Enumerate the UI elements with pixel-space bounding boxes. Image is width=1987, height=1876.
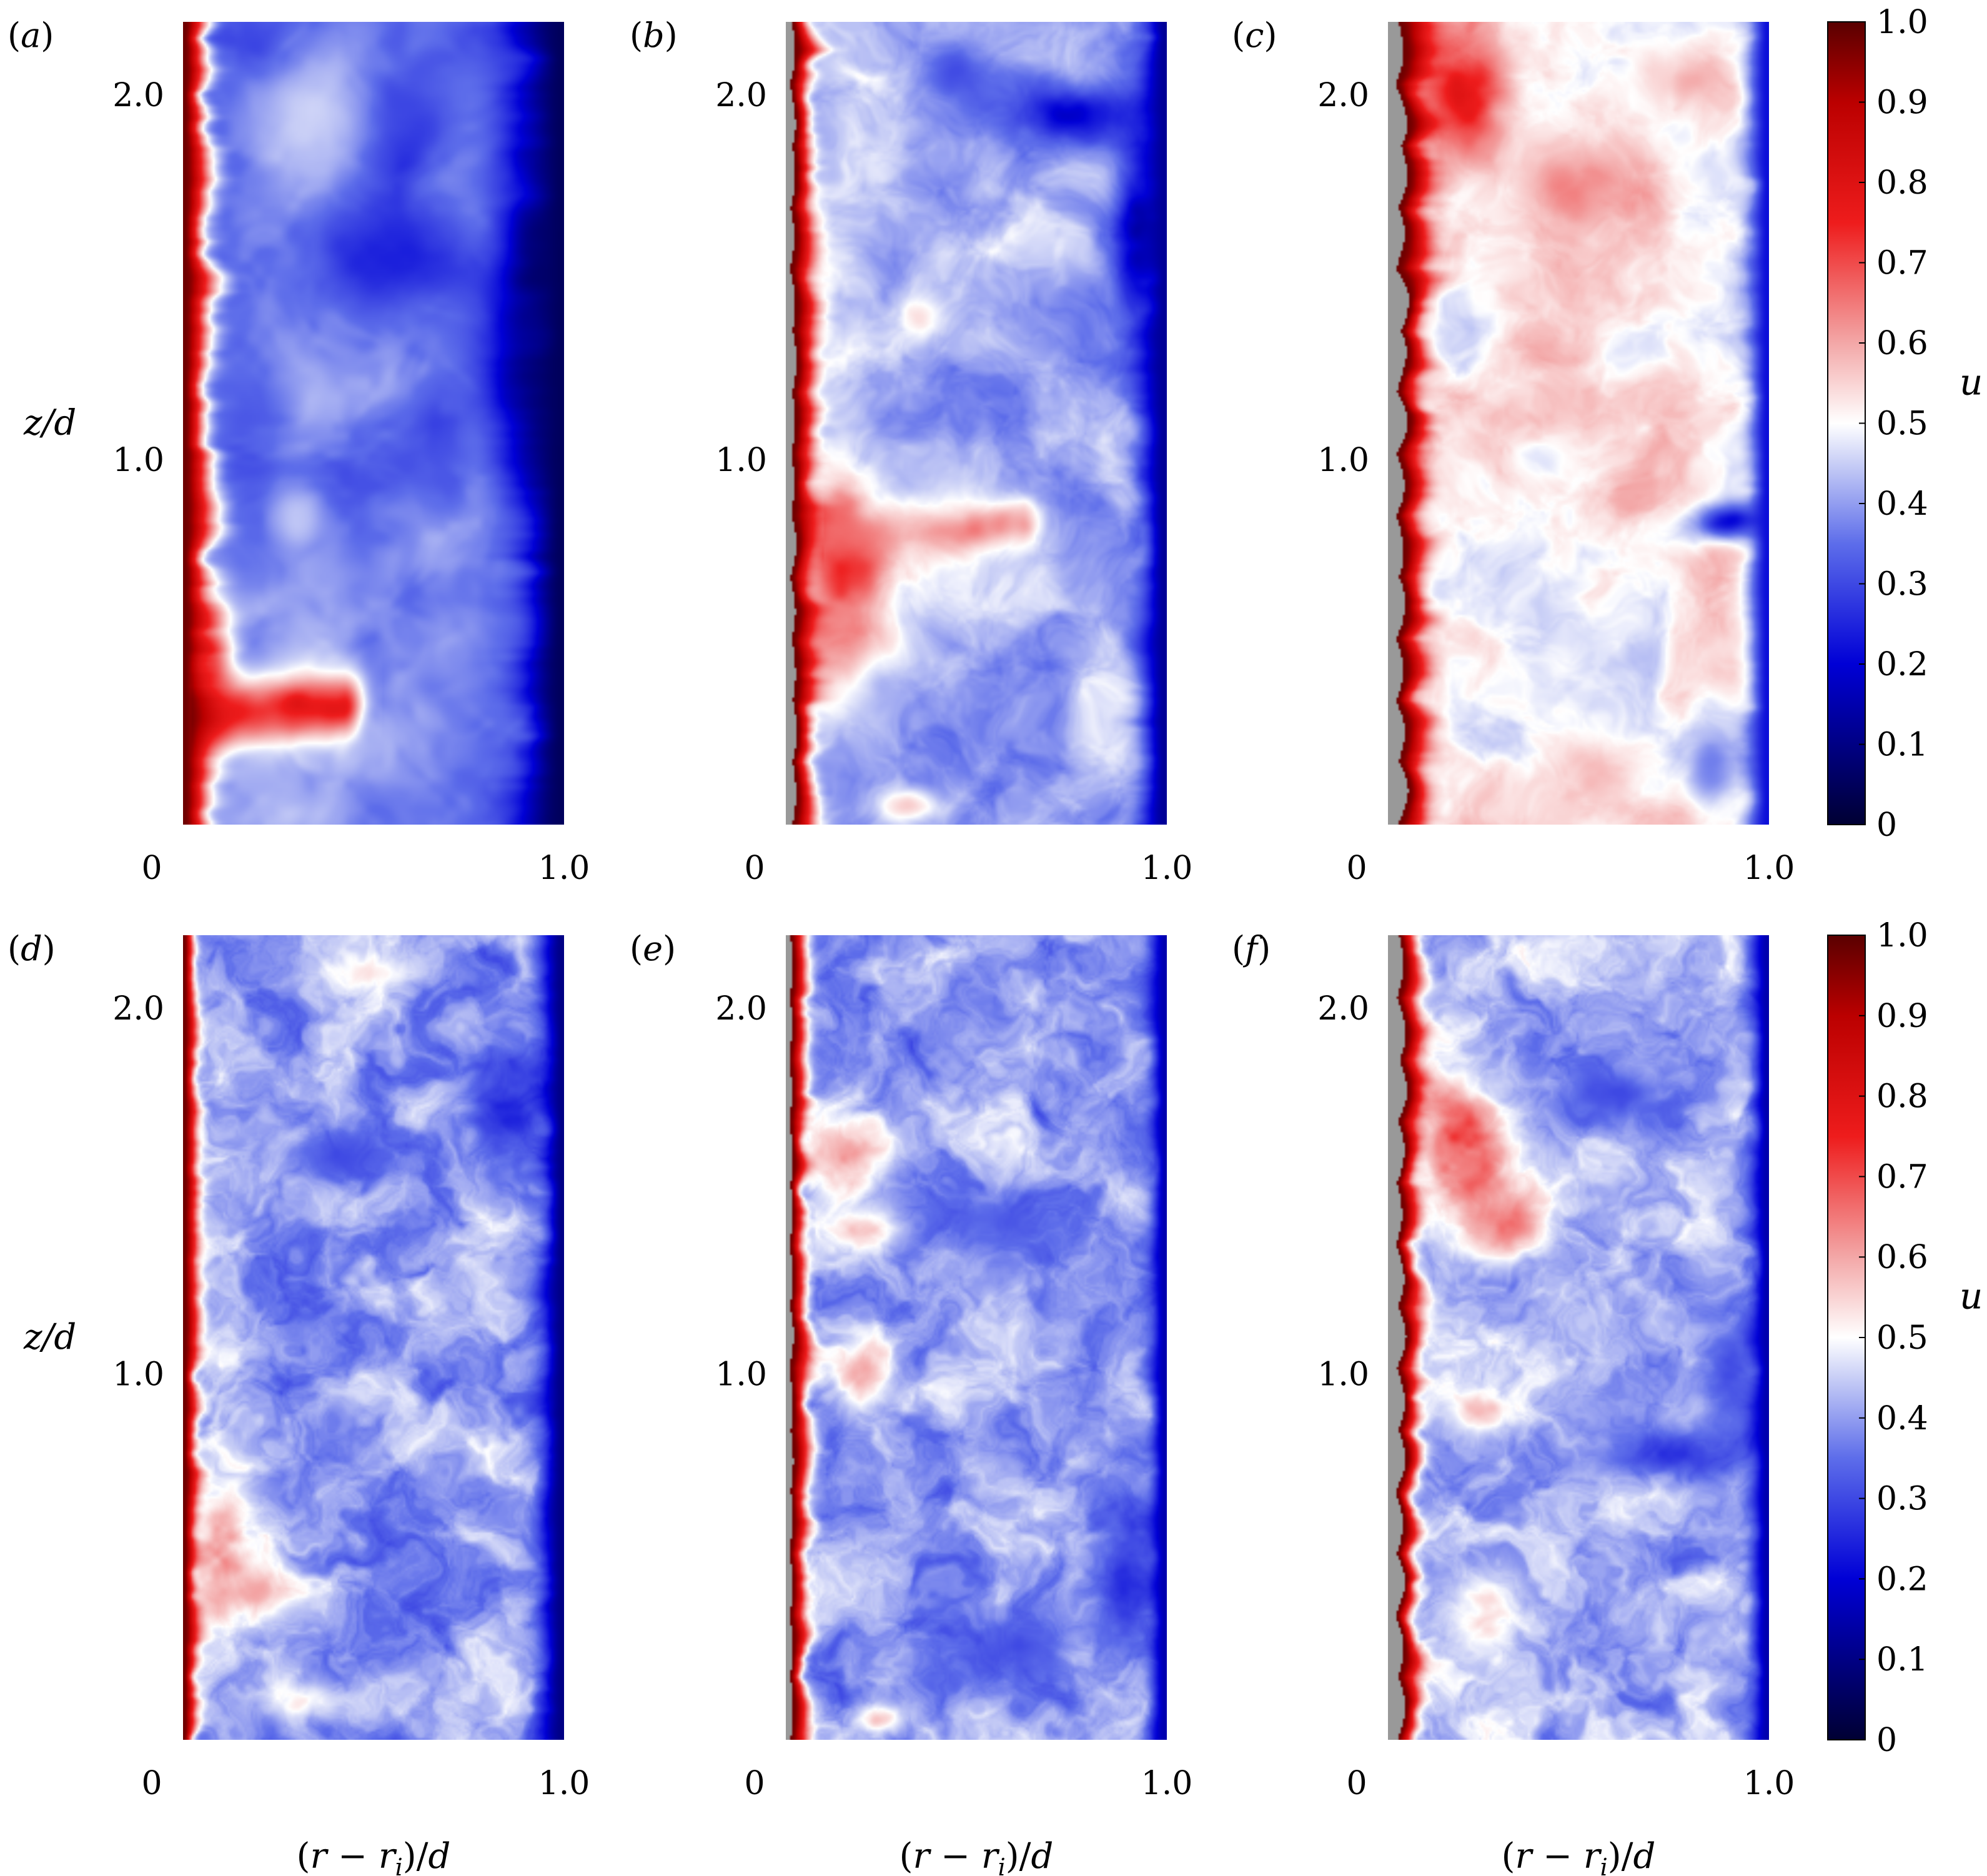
colorbar-tick-label: 1.0 [1876, 4, 1928, 41]
panel-label: (a) [7, 16, 54, 55]
x-axis-label: (r − ri)/d [899, 1836, 1054, 1876]
colorbar: 0 0.1 0.2 0.3 0.4 0.5 0.6 0.7 0.8 0.9 1.0 u [1827, 917, 1983, 1759]
colorbar-tick-label: 0.2 [1876, 1561, 1928, 1598]
panel-label: (e) [630, 929, 676, 968]
x-tick-label: 1.0 [1743, 850, 1795, 887]
y-tick-label: 2.0 [1317, 77, 1369, 114]
x-axis-label: (r − ri)/d [1502, 1836, 1656, 1876]
y-tick-label: 2.0 [112, 990, 164, 1028]
y-axis-label: z/d [23, 403, 76, 444]
x-tick-label: 0 [141, 1765, 162, 1802]
heatmap-image [786, 22, 1167, 825]
x-tick-label: 1.0 [1141, 850, 1193, 887]
colorbar-tick-label: 0.7 [1876, 245, 1928, 282]
y-tick-label: 2.0 [715, 77, 767, 114]
y-tick-label: 2.0 [715, 990, 767, 1028]
colorbar-tick-label: 0.2 [1876, 646, 1928, 683]
colorbar-tick-label: 0.4 [1876, 485, 1928, 523]
x-axis-label: (r − ri)/d [297, 1836, 451, 1876]
y-tick-label: 1.0 [112, 1356, 164, 1394]
colorbar-tick-label: 0.8 [1876, 164, 1928, 202]
colorbar-tick-label: 0.3 [1876, 566, 1928, 603]
colorbar-tick-label: 0 [1876, 1722, 1897, 1759]
colorbar-tick-label: 0.5 [1876, 1319, 1928, 1357]
colorbar-tick-label: 0 [1876, 806, 1897, 844]
y-tick-label: 2.0 [1317, 990, 1369, 1028]
y-tick-label: 1.0 [1317, 1356, 1369, 1394]
x-tick-label: 1.0 [538, 1765, 590, 1802]
panel-a: (a) 1.0 2.0 0 1.0 z/d [7, 16, 590, 887]
colorbar-label: u [1960, 1275, 1983, 1318]
colorbar-tick-label: 0.4 [1876, 1400, 1928, 1437]
panel-f: (f) 1.0 2.0 0 1.0 (r − ri)/d [1232, 929, 1795, 1876]
heatmap-image [183, 22, 564, 825]
panel-label: (b) [630, 16, 678, 55]
colorbar-tick-label: 0.1 [1876, 1641, 1928, 1679]
x-tick-label: 1.0 [538, 850, 590, 887]
y-axis-label: z/d [23, 1317, 76, 1357]
colorbar-tick-label: 0.5 [1876, 405, 1928, 443]
x-tick-label: 0 [1346, 850, 1367, 887]
heatmap-image [1388, 22, 1769, 825]
heatmap-image [183, 935, 564, 1740]
panel-d: (d) 1.0 2.0 0 1.0 z/d (r − ri)/d [7, 929, 590, 1876]
colorbar-tick-label: 0.9 [1876, 998, 1928, 1035]
x-tick-label: 0 [141, 850, 162, 887]
panel-e: (e) 1.0 2.0 0 1.0 (r − ri)/d [630, 929, 1192, 1876]
panel-label: (f) [1232, 929, 1271, 968]
y-tick-label: 1.0 [715, 1356, 767, 1394]
colorbar-tick-label: 0.6 [1876, 1239, 1928, 1276]
heatmap-image [786, 935, 1167, 1740]
y-tick-label: 1.0 [1317, 442, 1369, 479]
x-tick-label: 1.0 [1743, 1765, 1795, 1802]
colorbar-tick-label: 0.8 [1876, 1078, 1928, 1116]
colorbar-tick-label: 0.3 [1876, 1481, 1928, 1518]
colorbar-tick-label: 0.9 [1876, 84, 1928, 122]
colorbar-tick-label: 0.7 [1876, 1158, 1928, 1196]
colorbar-tick-label: 0.1 [1876, 727, 1928, 764]
y-tick-label: 1.0 [112, 442, 164, 479]
colorbar-label: u [1960, 360, 1983, 403]
x-tick-label: 0 [1346, 1765, 1367, 1802]
colorbar: 0 0.1 0.2 0.3 0.4 0.5 0.6 0.7 0.8 0.9 1.0 u [1827, 4, 1983, 844]
panel-label: (c) [1232, 16, 1277, 55]
panel-b: (b) 1.0 2.0 0 1.0 [630, 16, 1192, 887]
colorbar-tick-label: 1.0 [1876, 917, 1928, 955]
x-tick-label: 0 [744, 850, 765, 887]
colorbar-tick-label: 0.6 [1876, 325, 1928, 362]
x-tick-label: 1.0 [1141, 1765, 1193, 1802]
heatmap-image [1388, 935, 1769, 1740]
panel-c: (c) 1.0 2.0 0 1.0 [1232, 16, 1795, 887]
y-tick-label: 2.0 [112, 77, 164, 114]
panel-label: (d) [7, 929, 56, 968]
y-tick-label: 1.0 [715, 442, 767, 479]
x-tick-label: 0 [744, 1765, 765, 1802]
